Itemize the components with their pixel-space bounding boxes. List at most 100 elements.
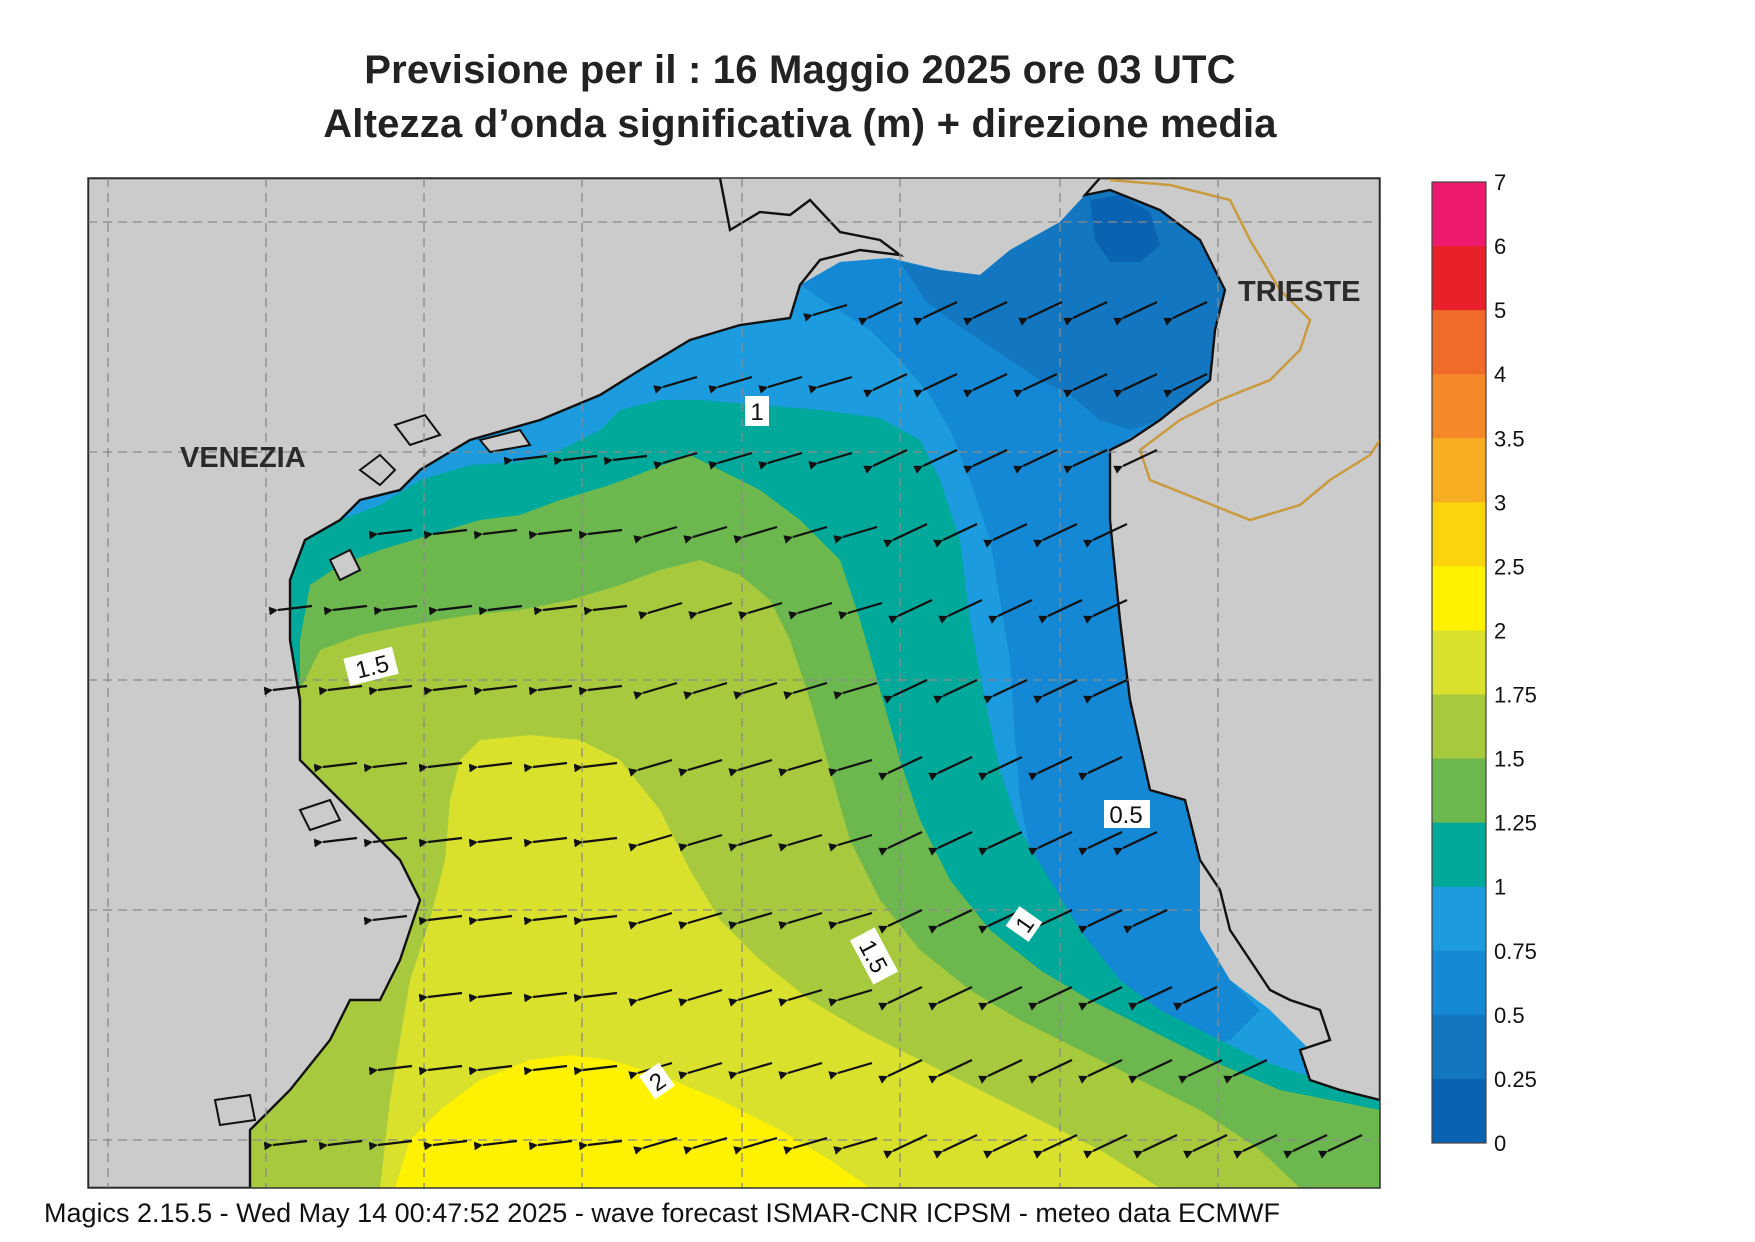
map-frame: [87, 177, 1381, 1189]
direction-arrow: [828, 1061, 873, 1080]
direction-arrow: [1013, 449, 1058, 474]
direction-arrow: [1163, 301, 1208, 326]
direction-arrow: [788, 601, 833, 620]
direction-arrow: [913, 449, 958, 474]
direction-arrow: [1133, 1134, 1178, 1159]
direction-arrow: [683, 681, 728, 700]
direction-arrow: [878, 986, 923, 1011]
direction-arrow: [418, 914, 463, 926]
direction-arrow: [523, 761, 568, 773]
direction-arrow: [983, 523, 1028, 548]
colorbar-tick-label: 0: [1494, 1131, 1506, 1156]
direction-arrow: [1113, 831, 1158, 856]
direction-arrow: [653, 451, 698, 470]
direction-arrow: [783, 525, 828, 544]
direction-arrow: [1178, 1059, 1223, 1084]
direction-arrow: [573, 761, 618, 773]
colorbar-swatch: [1432, 630, 1486, 696]
istria-land: [1081, 178, 1380, 1102]
direction-arrow: [1123, 909, 1168, 934]
direction-arrow: [628, 988, 673, 1007]
direction-arrow: [368, 684, 413, 696]
direction-arrow: [633, 525, 678, 544]
direction-arrow: [363, 914, 408, 926]
direction-arrow: [863, 449, 908, 474]
direction-arrow: [988, 599, 1033, 624]
direction-arrow: [1078, 1059, 1123, 1084]
direction-arrow: [888, 599, 933, 624]
direction-arrow: [533, 604, 578, 616]
direction-arrow: [523, 914, 568, 926]
footer-credits: Magics 2.15.5 - Wed May 14 00:47:52 2025…: [44, 1198, 1280, 1228]
colorbar-tick-label: 6: [1494, 234, 1506, 259]
direction-arrow: [683, 1136, 728, 1155]
border-line: [1109, 178, 1380, 522]
direction-arrow: [728, 758, 773, 777]
direction-arrow: [263, 684, 308, 696]
direction-arrow: [783, 681, 828, 700]
band-0-0.25: [1090, 195, 1160, 262]
direction-arrow: [913, 373, 958, 398]
direction-arrow: [468, 991, 513, 1003]
direction-arrow: [628, 833, 673, 852]
contour-label: 1: [745, 396, 769, 426]
direction-arrow: [983, 1134, 1028, 1159]
direction-arrow: [1113, 301, 1158, 326]
direction-arrow: [678, 833, 723, 852]
colorbar-tick-label: 4: [1494, 362, 1506, 387]
direction-arrow: [633, 681, 678, 700]
direction-arrow: [733, 1136, 778, 1155]
colorbar-tick-label: 5: [1494, 298, 1506, 323]
direction-arrow: [1013, 373, 1058, 398]
direction-arrow: [368, 528, 413, 540]
direction-arrow: [828, 833, 873, 852]
colorbar-swatch: [1432, 182, 1486, 247]
direction-arrow: [603, 454, 648, 466]
direction-arrow: [468, 1064, 513, 1076]
direction-arrow: [758, 375, 803, 394]
direction-arrow: [758, 451, 803, 470]
colorbar-swatch: [1432, 694, 1486, 760]
direction-arrow: [1163, 373, 1208, 398]
direction-arrow: [1113, 449, 1158, 474]
colorbar-swatch: [1432, 758, 1486, 824]
direction-arrow: [678, 988, 723, 1007]
colorbar-tick-label: 3: [1494, 490, 1506, 515]
direction-arrow: [318, 684, 363, 696]
direction-arrow: [1223, 1059, 1268, 1084]
direction-arrow: [978, 831, 1023, 856]
direction-arrow: [1028, 909, 1073, 934]
colorbar-tick-label: 1.75: [1494, 683, 1537, 708]
graticule: [88, 178, 1380, 1188]
direction-arrow: [628, 911, 673, 930]
direction-arrow: [828, 988, 873, 1007]
direction-arrow: [1078, 909, 1123, 934]
direction-arrow: [1028, 986, 1073, 1011]
direction-arrow: [778, 988, 823, 1007]
svg-text:0.5: 0.5: [1109, 802, 1142, 829]
direction-arrow: [468, 836, 513, 848]
direction-arrow: [728, 988, 773, 1007]
direction-arrow: [263, 1139, 308, 1151]
direction-arrow: [313, 836, 358, 848]
colorbar-swatch: [1432, 950, 1486, 1016]
direction-arrow: [783, 1136, 828, 1155]
colorbar-swatch: [1432, 246, 1486, 311]
direction-arrow: [1318, 1134, 1363, 1159]
direction-arrow: [863, 373, 908, 398]
direction-arrow: [318, 1139, 363, 1151]
direction-arrow: [473, 528, 518, 540]
direction-arrow: [778, 758, 823, 777]
direction-arrow: [573, 1064, 618, 1076]
direction-arrow: [1028, 1059, 1073, 1084]
direction-arrow: [1083, 599, 1128, 624]
direction-arrow: [1038, 599, 1083, 624]
colorbar-frame: [1431, 181, 1487, 1144]
direction-arrow: [523, 1064, 568, 1076]
direction-arrow: [883, 1134, 928, 1159]
direction-arrow: [963, 301, 1008, 326]
direction-arrow: [418, 991, 463, 1003]
colorbar-swatch: [1432, 886, 1486, 952]
direction-arrow: [423, 684, 468, 696]
contour-label: 0.5: [1104, 800, 1150, 829]
